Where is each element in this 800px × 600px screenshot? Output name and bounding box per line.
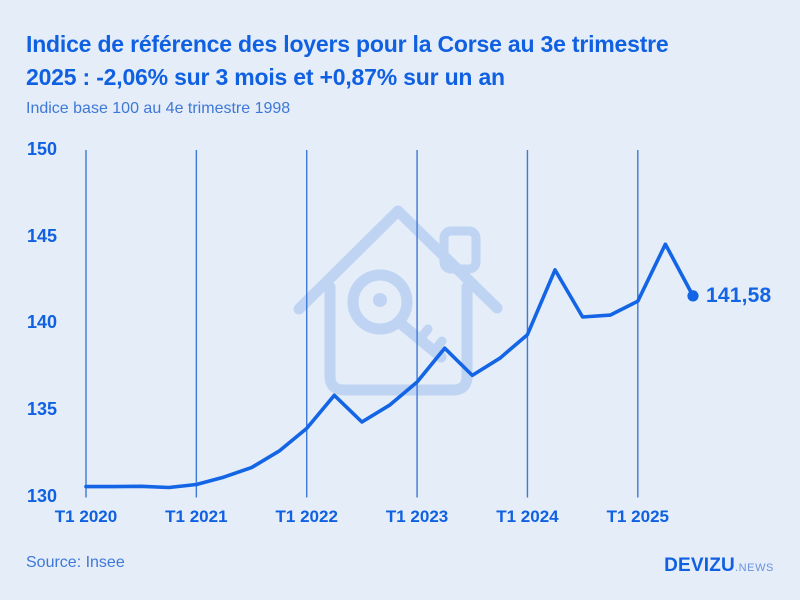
x-axis-tick-label: T1 2022: [275, 507, 338, 526]
end-value-label: 141,58: [705, 283, 772, 307]
x-axis-tick-label: T1 2024: [496, 507, 559, 526]
watermark-roof: [293, 205, 503, 315]
x-axis-tick-label: T1 2021: [165, 507, 228, 526]
x-axis-tick-label: T1 2025: [606, 507, 669, 526]
watermark-key-tooth: [415, 324, 433, 344]
x-axis-tick-label: T1 2023: [385, 507, 449, 526]
watermark-key-tooth: [429, 336, 447, 356]
source-credit: Source: Insee: [26, 554, 125, 571]
chart-title: Indice de référence des loyers pour la C…: [26, 28, 786, 94]
house-key-watermark-icon: [293, 205, 503, 396]
y-axis-tick-label: 135: [26, 398, 57, 419]
y-axis-tick-label: 140: [26, 312, 57, 333]
watermark-key-ring: [347, 269, 413, 335]
chart-header: Indice de référence des loyers pour la C…: [26, 28, 786, 118]
chart-title-line2: 2025 : -2,06% sur 3 mois et +0,87% sur u…: [26, 64, 505, 90]
logo-wordmark: DEVIZU: [664, 555, 735, 576]
irl-series-line: [84, 242, 695, 490]
year-gridlines: [85, 150, 639, 498]
x-axis-tick-label: T1 2020: [54, 507, 118, 526]
devizu-logo: DEVIZU .NEWS: [664, 555, 774, 577]
y-axis-tick-label: 150: [26, 139, 57, 160]
y-axis-tick-label: 145: [26, 225, 57, 246]
chart-title-line1: Indice de référence des loyers pour la C…: [26, 31, 669, 57]
watermark-key-hole: [373, 293, 387, 307]
y-axis-tick-label: 130: [26, 485, 57, 506]
last-point-marker: [687, 290, 699, 302]
watermark-walls: [324, 281, 473, 396]
logo-suffix: .NEWS: [734, 562, 774, 574]
chart-subtitle: Indice base 100 au 4e trimestre 1998: [26, 100, 291, 117]
